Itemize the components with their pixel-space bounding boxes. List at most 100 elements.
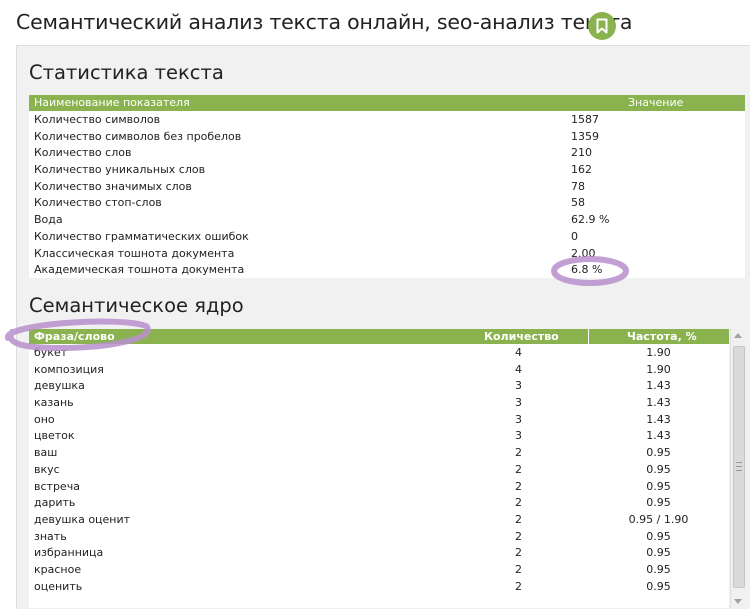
semantic-row: цветок 3 1.43 xyxy=(29,427,729,444)
semantic-row-phrase: ваш xyxy=(34,446,58,460)
semantic-row-count: 3 xyxy=(515,379,522,393)
semantic-row-count: 2 xyxy=(515,579,522,593)
semantic-row-phrase: девушка оценит xyxy=(34,512,131,526)
stats-row-value: 210 xyxy=(571,146,592,160)
semantic-row-count: 3 xyxy=(515,429,522,443)
stats-row-label: Классическая тошнота документа xyxy=(34,246,235,260)
semantic-row-phrase: встреча xyxy=(34,479,80,493)
semantic-row-count: 2 xyxy=(515,462,522,476)
semantic-row-freq: 1.90 xyxy=(646,346,671,359)
stats-table-header: Наименование показателя Значение xyxy=(29,95,745,111)
stats-row: Количество уникальных слов 162 xyxy=(29,161,745,178)
semantic-col-freq: Частота, % xyxy=(627,330,697,343)
bookmark-button[interactable] xyxy=(588,12,616,40)
semantic-row: избранница 2 0.95 xyxy=(29,544,729,561)
semantic-row-count: 4 xyxy=(515,346,522,359)
semantic-row-count: 2 xyxy=(515,446,522,460)
semantic-row-freq: 0.95 / 1.90 xyxy=(628,512,689,526)
semantic-row: вкус 2 0.95 xyxy=(29,461,729,478)
stats-row: Классическая тошнота документа 2.00 xyxy=(29,245,745,262)
semantic-row-freq: 1.90 xyxy=(646,362,671,376)
semantic-row-freq: 0.95 xyxy=(646,546,671,560)
stats-table: Наименование показателя Значение Количес… xyxy=(29,95,745,278)
stats-table-body: Количество символов 1587 Количество символ… xyxy=(29,111,745,278)
stats-col-name: Наименование показателя xyxy=(34,96,190,109)
stats-row-label: Количество значимых слов xyxy=(34,179,192,193)
semantic-row-freq: 0.95 xyxy=(646,462,671,476)
semantic-row-freq: 1.43 xyxy=(646,429,671,443)
stats-row-value: 162 xyxy=(571,163,592,177)
stats-col-value: Значение xyxy=(628,96,684,109)
stats-heading: Статистика текста xyxy=(29,61,224,84)
stats-row: Количество значимых слов 78 xyxy=(29,178,745,195)
stats-row-value: 0 xyxy=(571,229,578,243)
stats-row-label: Количество слов xyxy=(34,146,132,160)
semantic-table-header: Фраза/слово Количество Частота, % xyxy=(29,329,729,344)
stats-row-value: 78 xyxy=(571,179,585,193)
stats-row-label: Количество символов без пробелов xyxy=(34,129,242,143)
semantic-row-phrase: знать xyxy=(34,529,67,543)
semantic-row-phrase: цветок xyxy=(34,429,75,443)
semantic-row-count: 2 xyxy=(515,479,522,493)
stats-row-label: Количество уникальных слов xyxy=(34,163,206,177)
semantic-row-phrase: букет xyxy=(34,346,68,359)
semantic-row: красное 2 0.95 xyxy=(29,561,729,578)
semantic-row: букет 4 1.90 xyxy=(29,344,729,361)
semantic-row-count: 2 xyxy=(515,546,522,560)
stats-row-label: Академическая тошнота документа xyxy=(34,263,245,277)
stats-row-value: 6.8 % xyxy=(571,263,603,277)
stats-row-value: 1587 xyxy=(571,113,599,126)
semantic-row: девушка 3 1.43 xyxy=(29,377,729,394)
semantic-row-count: 2 xyxy=(515,512,522,526)
semantic-row-freq: 0.95 xyxy=(646,562,671,576)
semantic-col-phrase: Фраза/слово xyxy=(34,330,115,343)
semantic-row: дарить 2 0.95 xyxy=(29,494,729,511)
column-divider xyxy=(588,329,589,344)
stats-row: Количество символов без пробелов 1359 xyxy=(29,128,745,145)
stats-row-value: 62.9 % xyxy=(571,213,610,227)
semantic-row-freq: 1.43 xyxy=(646,379,671,393)
semantic-row-phrase: казань xyxy=(34,396,74,410)
bookmark-icon xyxy=(596,18,608,34)
semantic-row: девушка оценит 2 0.95 / 1.90 xyxy=(29,511,729,528)
semantic-row: оценить 2 0.95 xyxy=(29,578,729,595)
semantic-row-phrase: избранница xyxy=(34,546,104,560)
semantic-row: казань 3 1.43 xyxy=(29,394,729,411)
stats-row-value: 2.00 xyxy=(571,246,596,260)
semantic-row-phrase: дарить xyxy=(34,496,76,510)
semantic-row-freq: 0.95 xyxy=(646,579,671,593)
semantic-row-phrase: оно xyxy=(34,412,55,426)
semantic-row-count: 3 xyxy=(515,396,522,410)
stats-row: Вода 62.9 % xyxy=(29,211,745,228)
semantic-row-phrase: композиция xyxy=(34,362,104,376)
semantic-row-freq: 1.43 xyxy=(646,396,671,410)
semantic-row-count: 2 xyxy=(515,529,522,543)
semantic-row-freq: 0.95 xyxy=(646,446,671,460)
semantic-row-freq: 1.43 xyxy=(646,412,671,426)
semantic-row-freq: 0.95 xyxy=(646,479,671,493)
scrollbar-thumb[interactable] xyxy=(733,346,745,588)
semantic-table-body: букет 4 1.90 композиция 4 1.90 девушка 3 1.43 каз… xyxy=(29,344,729,594)
scroll-down-icon[interactable] xyxy=(734,599,742,604)
semantic-row-phrase: оценить xyxy=(34,579,83,593)
semantic-scrollbar[interactable] xyxy=(730,329,746,608)
stats-row: Количество символов 1587 xyxy=(29,111,745,128)
semantic-row-freq: 0.95 xyxy=(646,496,671,510)
stats-row-value: 1359 xyxy=(571,129,599,143)
page-title: Семантический анализ текста онлайн, seo-… xyxy=(16,10,633,34)
semantic-row-phrase: вкус xyxy=(34,462,60,476)
semantic-row: композиция 4 1.90 xyxy=(29,361,729,378)
semantic-row-count: 4 xyxy=(515,362,522,376)
stats-row-label: Количество символов xyxy=(34,113,161,126)
semantic-table: Фраза/слово Количество Частота, % букет 4… xyxy=(29,329,729,608)
semantic-col-count: Количество xyxy=(484,330,559,343)
stats-row-label: Количество грамматических ошибок xyxy=(34,229,249,243)
semantic-row-count: 3 xyxy=(515,412,522,426)
stats-row: Количество грамматических ошибок 0 xyxy=(29,228,745,245)
semantic-row-count: 2 xyxy=(515,496,522,510)
scroll-up-icon[interactable] xyxy=(734,333,742,338)
stats-row-label: Количество стоп-слов xyxy=(34,196,162,210)
semantic-row-phrase: красное xyxy=(34,562,82,576)
stats-row: Количество слов 210 xyxy=(29,144,745,161)
stats-row-label: Вода xyxy=(34,213,63,227)
